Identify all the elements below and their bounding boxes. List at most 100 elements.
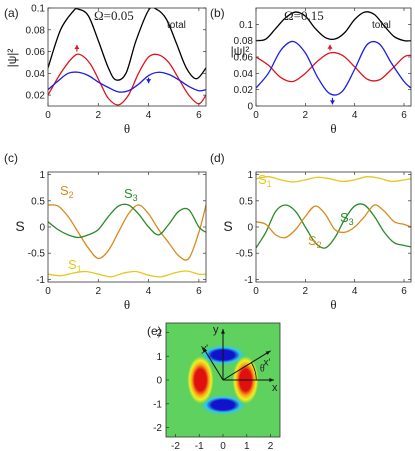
y-tick-label: 0 (247, 102, 253, 113)
series-line-S2 (256, 204, 411, 239)
x-tick-label: 0 (45, 110, 51, 121)
x-tick-label: 2 (303, 110, 309, 121)
x-tick-label: 0 (253, 110, 259, 121)
x-axis-arrow-head (269, 378, 274, 382)
x-tick-label: 2 (96, 110, 102, 121)
y-tick-label: 0 (156, 376, 162, 387)
x-tick-label: 4 (352, 286, 358, 297)
panel-a: (a) 0 2 4 6 0.02 0.04 0.06 0.08 0.1 θ Ω=0.05 total |ψ… (4, 4, 207, 136)
y-tick-label: -1 (153, 399, 162, 410)
y-tick-label: -0.5 (28, 249, 46, 260)
yp-axis-label: y' (201, 344, 208, 355)
y-axis-label: y (213, 324, 219, 336)
y-axis-label: |ψ|² (5, 49, 19, 68)
plot-frame (47, 7, 207, 107)
yp-axis-arrow-head (203, 347, 208, 353)
y-tick-label: 1 (247, 170, 253, 181)
panel-label-a: (a) (4, 6, 19, 20)
y-tick-label: -0.5 (236, 249, 254, 260)
x-tick-label: 2 (303, 286, 309, 297)
x-tick-label: -2 (171, 441, 180, 451)
y-tick-label: 0.04 (26, 69, 46, 80)
y-tick-label: 0.06 (26, 47, 46, 58)
y-tick-label: 0.02 (234, 85, 254, 96)
series-label-S2: S2 (308, 233, 322, 250)
x-tick-label: 4 (146, 110, 152, 121)
spin-up-arrow-head (327, 44, 333, 49)
y-tick-label: 1 (39, 170, 45, 181)
series-label-S1: S1 (258, 172, 272, 189)
panel-c: (c) 0 2 4 6 -1 -0.5 0 0.5 1 θ S S2 S3 S1 (4, 151, 207, 312)
x-axis-label: θ (124, 297, 130, 312)
lobe-bottom (200, 394, 246, 415)
series-line-up (48, 53, 206, 106)
x-tick-label: 1 (244, 441, 250, 451)
x-axis-label: θ (124, 121, 130, 136)
total-label: total (372, 20, 391, 31)
x-tick-label: 2 (268, 441, 274, 451)
y-tick-label: 0.1 (31, 4, 45, 15)
x-tick-label: 0 (45, 286, 51, 297)
series-label-S2: S2 (60, 183, 74, 200)
series-label-S3: S3 (340, 210, 354, 227)
y-tick-label: 0.08 (234, 36, 254, 47)
y-tick-label: -1 (244, 275, 253, 286)
x-tick-label: 6 (196, 110, 202, 121)
y-tick-label: 0.02 (26, 91, 46, 102)
y-tick-label: -2 (153, 423, 162, 434)
density-lobes (187, 345, 259, 415)
y-tick-label: 0.06 (234, 53, 254, 64)
xp-axis-arrow (222, 350, 271, 381)
lobe-left (187, 356, 214, 404)
series-line-S3 (48, 203, 206, 239)
theta-arc (251, 362, 257, 381)
y-tick-label: 1 (156, 352, 162, 363)
y-tick-label: 0 (247, 223, 253, 234)
panel-label-d: (d) (210, 151, 225, 165)
panel-label-c: (c) (4, 151, 18, 165)
x-tick-label: 0 (253, 286, 259, 297)
x-axis-label: θ (330, 297, 336, 312)
x-axis-label: θ (330, 121, 336, 136)
y-tick-label: 0 (39, 223, 45, 234)
theta-label: θ (260, 364, 265, 375)
y-axis-label: |ψ|² (231, 44, 250, 58)
panel-label-b: (b) (210, 6, 225, 20)
y-tick-label: 0.04 (234, 69, 254, 80)
total-label: total (167, 20, 186, 31)
omega-annotation: Ω=0.15 (284, 8, 324, 23)
x-tick-label: 4 (352, 110, 358, 121)
y-tick-label: 0.08 (26, 25, 46, 36)
spin-down-arrow-head (146, 79, 152, 84)
spin-down-arrow-head (329, 100, 335, 105)
series-line-total (48, 8, 206, 81)
x-tick-label: 4 (146, 286, 152, 297)
y-axis-label: S (15, 218, 24, 234)
x-tick-label: 6 (401, 286, 407, 297)
y-tick-label: 0.5 (239, 196, 253, 207)
series-line-S2 (48, 204, 206, 261)
x-axis-label: x (272, 382, 278, 394)
y-tick-label: 0.5 (31, 196, 45, 207)
xp-axis-label: x' (264, 358, 271, 369)
panel-b: (b) 0 2 4 6 0 0.02 0.04 0.06 0.08 0.1 θ Ω=0.15 total |… (210, 6, 412, 136)
series-line-down (48, 71, 206, 93)
series-line-S1 (48, 270, 206, 278)
series-label-S3: S3 (124, 186, 138, 203)
series-line-S3 (256, 203, 411, 249)
panel-e: (e) -2 -1 0 1 2 -2 -1 0 1 2 x y x' y' θ (147, 322, 281, 451)
y-tick-label: 2 (156, 328, 162, 339)
yp-axis-arrow (202, 347, 224, 381)
series-line-S1 (256, 176, 411, 183)
series-line-blue (256, 40, 411, 96)
x-tick-label: -1 (195, 441, 204, 451)
x-tick-label: 2 (96, 286, 102, 297)
y-tick-label: -1 (36, 275, 45, 286)
panel-d: (d) 0 2 4 6 -1 -0.5 0 0.5 1 θ S S1 S3 S2 (210, 151, 412, 312)
y-axis-arrow-head (221, 329, 225, 334)
y-axis-label: S (223, 218, 232, 234)
x-tick-label: 6 (401, 110, 407, 121)
series-line-total (256, 11, 411, 42)
